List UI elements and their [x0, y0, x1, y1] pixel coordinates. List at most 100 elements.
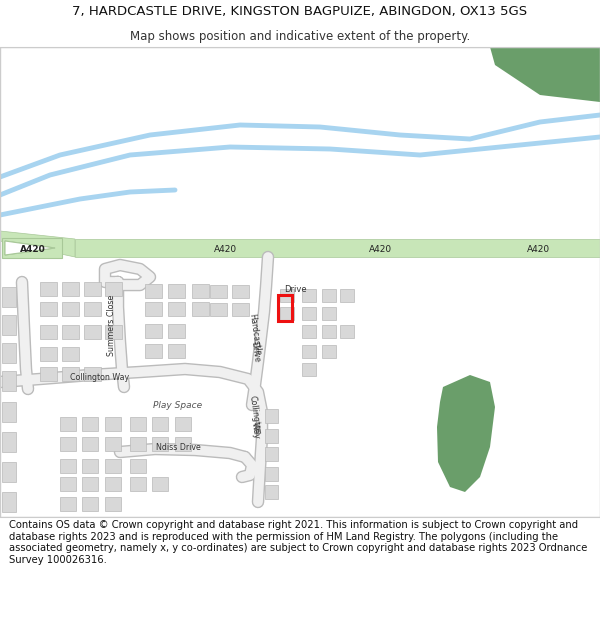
Bar: [2, 462, 16, 482]
Bar: [265, 447, 278, 461]
Bar: [145, 344, 162, 358]
Bar: [210, 303, 227, 316]
Bar: [192, 302, 209, 316]
Bar: [265, 429, 278, 443]
Bar: [40, 325, 57, 339]
Text: Way: Way: [250, 422, 260, 440]
Bar: [40, 347, 57, 361]
Text: Ndiss Drive: Ndiss Drive: [155, 442, 200, 451]
Text: Summers Close: Summers Close: [107, 294, 116, 356]
Bar: [62, 282, 79, 296]
Bar: [232, 285, 249, 298]
Bar: [105, 417, 121, 431]
Bar: [62, 347, 79, 361]
Text: Collington: Collington: [248, 394, 262, 436]
Bar: [2, 287, 16, 307]
Bar: [2, 492, 16, 512]
Bar: [168, 284, 185, 298]
Text: Hardcastle: Hardcastle: [248, 314, 262, 356]
Bar: [84, 302, 101, 316]
Bar: [62, 325, 79, 339]
Bar: [145, 284, 162, 298]
Bar: [2, 315, 16, 335]
Bar: [322, 325, 336, 338]
Bar: [2, 402, 16, 422]
Bar: [105, 282, 122, 296]
Bar: [340, 289, 354, 302]
Bar: [84, 367, 101, 381]
Text: A420: A420: [20, 244, 46, 254]
Bar: [168, 302, 185, 316]
Bar: [130, 459, 146, 473]
Bar: [105, 437, 121, 451]
Bar: [210, 285, 227, 298]
Bar: [340, 325, 354, 338]
Bar: [105, 477, 121, 491]
Bar: [145, 302, 162, 316]
Bar: [60, 477, 76, 491]
Text: Play Space: Play Space: [154, 401, 203, 409]
Text: Drive: Drive: [249, 341, 261, 363]
Text: Contains OS data © Crown copyright and database right 2021. This information is : Contains OS data © Crown copyright and d…: [9, 520, 587, 565]
Polygon shape: [5, 241, 55, 255]
Bar: [105, 459, 121, 473]
Bar: [82, 497, 98, 511]
Polygon shape: [490, 47, 600, 102]
Polygon shape: [437, 375, 495, 492]
Bar: [152, 417, 168, 431]
Bar: [82, 417, 98, 431]
Polygon shape: [5, 241, 55, 255]
Bar: [265, 409, 278, 423]
Bar: [152, 437, 168, 451]
Bar: [302, 289, 316, 302]
Bar: [60, 417, 76, 431]
Bar: [130, 437, 146, 451]
Bar: [82, 477, 98, 491]
Bar: [2, 432, 16, 452]
Bar: [175, 417, 191, 431]
Bar: [302, 345, 316, 358]
Bar: [62, 367, 79, 381]
Bar: [280, 289, 294, 302]
Bar: [322, 289, 336, 302]
Bar: [2, 371, 16, 391]
Bar: [105, 325, 122, 339]
Bar: [40, 282, 57, 296]
Bar: [82, 437, 98, 451]
Bar: [130, 417, 146, 431]
Bar: [60, 459, 76, 473]
Bar: [302, 307, 316, 320]
Bar: [168, 344, 185, 358]
Bar: [265, 485, 278, 499]
Bar: [2, 343, 16, 363]
Text: A420: A420: [526, 244, 550, 254]
Bar: [322, 345, 336, 358]
Bar: [280, 307, 294, 320]
Bar: [232, 303, 249, 316]
Bar: [145, 324, 162, 338]
Bar: [40, 302, 57, 316]
Bar: [302, 325, 316, 338]
FancyBboxPatch shape: [2, 238, 62, 258]
Bar: [130, 477, 146, 491]
Text: 7, HARDCASTLE DRIVE, KINGSTON BAGPUIZE, ABINGDON, OX13 5GS: 7, HARDCASTLE DRIVE, KINGSTON BAGPUIZE, …: [73, 5, 527, 18]
Bar: [105, 497, 121, 511]
Text: Collington Way: Collington Way: [70, 372, 130, 381]
Bar: [168, 324, 185, 338]
Bar: [192, 284, 209, 298]
Bar: [152, 477, 168, 491]
Bar: [82, 459, 98, 473]
Bar: [60, 497, 76, 511]
Bar: [84, 282, 101, 296]
Bar: [175, 437, 191, 451]
Text: A420: A420: [214, 244, 236, 254]
Bar: [322, 307, 336, 320]
Polygon shape: [0, 231, 75, 257]
Bar: [302, 363, 316, 376]
Bar: [62, 302, 79, 316]
Text: Map shows position and indicative extent of the property.: Map shows position and indicative extent…: [130, 30, 470, 43]
Bar: [40, 367, 57, 381]
Bar: [278, 295, 292, 321]
Text: Drive: Drive: [284, 286, 307, 294]
Bar: [265, 467, 278, 481]
